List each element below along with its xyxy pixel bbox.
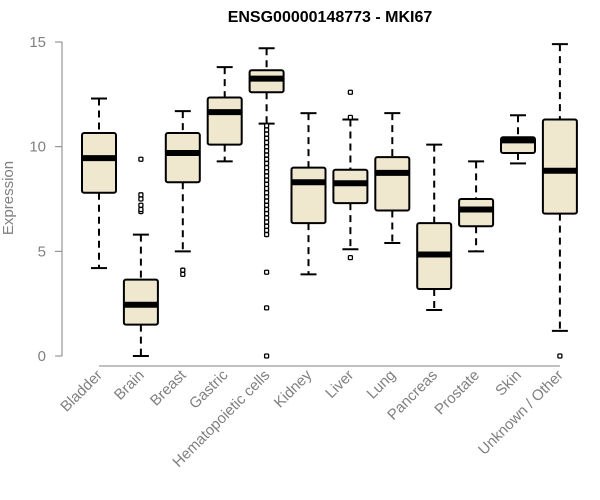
outlier-point (347, 114, 354, 121)
iqr-box (458, 198, 495, 228)
x-category-label: Lung (364, 367, 400, 403)
iqr-box (164, 132, 201, 184)
outlier-point (263, 305, 270, 311)
chart-title: ENSG00000148773 - MKI67 (228, 9, 433, 26)
outlier-point (263, 190, 270, 196)
outlier-point (263, 127, 270, 133)
y-tick-label: 10 (29, 139, 46, 156)
outlier-point (263, 164, 270, 171)
outlier-point (263, 152, 270, 158)
outlier-point (180, 271, 186, 278)
iqr-box (206, 96, 243, 146)
outlier-point (263, 144, 270, 150)
outlier-point (263, 206, 270, 213)
outlier-point (263, 160, 270, 167)
outlier-point (263, 173, 270, 179)
box-group (248, 47, 285, 359)
box-group (290, 112, 327, 276)
outlier-point (263, 131, 270, 137)
box-group (500, 114, 536, 165)
iqr-box (332, 168, 369, 205)
outlier-point (263, 139, 270, 146)
outlier-point (263, 194, 270, 200)
y-tick-label: 15 (29, 34, 46, 51)
box-group (122, 156, 159, 357)
outlier-point (263, 202, 270, 208)
outlier-point (263, 227, 270, 234)
box-group (374, 112, 411, 244)
outlier-point (263, 198, 270, 204)
box-group (332, 89, 369, 261)
outlier-point (263, 148, 270, 154)
outlier-point (263, 123, 270, 129)
box-group (206, 66, 243, 163)
x-category-label: Prostate (431, 367, 483, 419)
x-category-label: Bladder (57, 367, 106, 416)
outlier-point (263, 156, 270, 162)
outlier-point (263, 181, 270, 187)
outlier-point (263, 135, 270, 141)
outlier-point (138, 196, 144, 202)
iqr-box (374, 156, 411, 212)
x-category-label: Brain (111, 367, 148, 404)
x-category-label: Kidney (271, 366, 316, 411)
box-series (81, 43, 578, 359)
outlier-point (347, 89, 354, 95)
iqr-box (81, 132, 117, 194)
iqr-box (541, 118, 578, 215)
outlier-point (138, 156, 144, 162)
outlier-point (138, 202, 144, 208)
outlier-point (263, 177, 270, 183)
x-category-label: Skin (492, 367, 525, 400)
y-axis-label: Expression (0, 161, 17, 235)
x-category-label: Breast (147, 366, 190, 409)
box-group (416, 143, 453, 311)
y-tick-label: 5 (38, 243, 46, 260)
outlier-point (263, 231, 270, 238)
outlier-point (557, 353, 563, 359)
outlier-point (263, 353, 270, 359)
outlier-point (138, 192, 144, 198)
x-category-label: Liver (322, 367, 357, 402)
iqr-box (290, 166, 327, 225)
outlier-point (138, 206, 144, 213)
box-group (81, 97, 117, 270)
outlier-point (263, 169, 270, 175)
outlier-point (263, 211, 270, 217)
box-group (458, 160, 495, 253)
outlier-point (263, 223, 270, 229)
box-group (541, 43, 578, 359)
outlier-point (263, 269, 270, 275)
y-axis: 0 5 10 15 (29, 34, 63, 365)
y-tick-label: 0 (38, 348, 46, 365)
outlier-point (263, 219, 270, 225)
box-group (164, 110, 201, 278)
outlier-point (263, 185, 270, 192)
outlier-point (347, 254, 354, 261)
outlier-point (263, 215, 270, 221)
outlier-point (180, 267, 186, 273)
